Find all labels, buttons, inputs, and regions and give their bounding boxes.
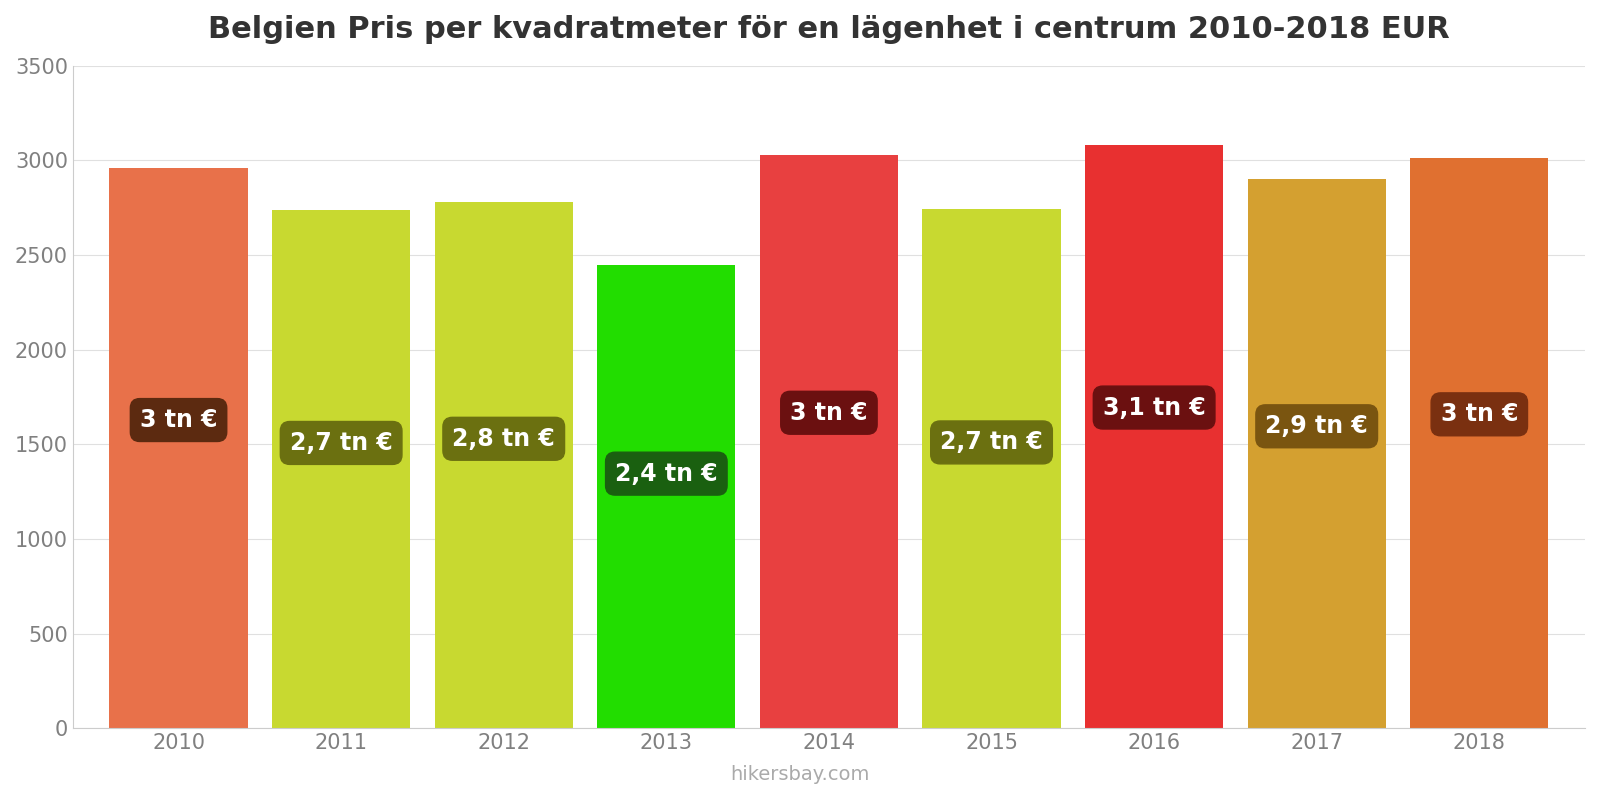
Bar: [435, 202, 573, 728]
Bar: [1248, 179, 1386, 728]
Bar: [923, 209, 1061, 728]
Bar: [1085, 146, 1224, 728]
Text: hikersbay.com: hikersbay.com: [730, 765, 870, 784]
Bar: [1410, 158, 1549, 728]
Bar: [272, 210, 410, 728]
Text: 3 tn €: 3 tn €: [790, 401, 867, 425]
Title: Belgien Pris per kvadratmeter för en lägenhet i centrum 2010-2018 EUR: Belgien Pris per kvadratmeter för en läg…: [208, 15, 1450, 44]
Text: 3 tn €: 3 tn €: [1440, 402, 1518, 426]
Bar: [597, 266, 736, 728]
Text: 2,7 tn €: 2,7 tn €: [941, 430, 1043, 454]
Bar: [760, 154, 898, 728]
Text: 3,1 tn €: 3,1 tn €: [1102, 395, 1205, 419]
Text: 3 tn €: 3 tn €: [139, 408, 218, 432]
Text: 2,8 tn €: 2,8 tn €: [453, 426, 555, 450]
Bar: [109, 168, 248, 728]
Text: 2,4 tn €: 2,4 tn €: [614, 462, 718, 486]
Text: 2,7 tn €: 2,7 tn €: [290, 431, 392, 455]
Text: 2,9 tn €: 2,9 tn €: [1266, 414, 1368, 438]
